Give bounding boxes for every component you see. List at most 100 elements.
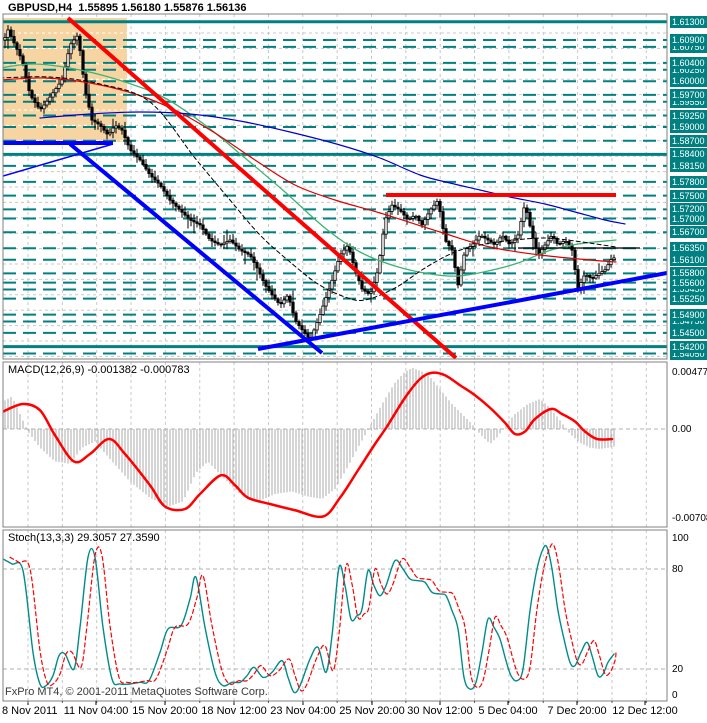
- candle: [48, 96, 52, 102]
- price-level-label: 1.59250: [670, 109, 707, 122]
- stoch-axis-label: 20: [672, 664, 684, 675]
- candle: [159, 182, 163, 188]
- candle: [318, 314, 322, 323]
- time-axis-label: 15 Nov 20:00: [132, 705, 198, 717]
- main-price-pane[interactable]: [0, 14, 667, 359]
- candle: [45, 100, 49, 106]
- downtrend-blue[interactable]: [68, 142, 324, 355]
- candle: [447, 241, 451, 247]
- candle: [210, 238, 214, 242]
- candle: [186, 214, 190, 219]
- minor-blue[interactable]: [3, 143, 114, 177]
- candle: [387, 211, 391, 219]
- candle: [375, 272, 379, 283]
- candle: [225, 241, 229, 244]
- candle: [27, 77, 31, 91]
- price-level-label: 1.54900: [670, 308, 707, 321]
- candle: [123, 129, 127, 138]
- candle: [195, 221, 199, 224]
- candle: [315, 322, 319, 331]
- candle: [144, 164, 148, 170]
- candle: [138, 156, 142, 161]
- candle: [594, 275, 598, 279]
- candle: [39, 106, 43, 110]
- price-level-label: 1.60000: [670, 75, 707, 88]
- chart-title: GBPUSD,H4 1.55895 1.56180 1.55876 1.5613…: [8, 2, 247, 14]
- candle: [477, 235, 481, 241]
- candle: [240, 248, 244, 252]
- time-axis-label: 11 Nov 04:00: [63, 705, 129, 717]
- candle: [288, 295, 292, 303]
- price-level-label: 1.60900: [670, 34, 707, 46]
- candle: [33, 97, 37, 103]
- candle: [342, 249, 346, 255]
- candle: [30, 90, 34, 99]
- candle: [462, 254, 466, 271]
- candle: [411, 215, 415, 219]
- candle: [588, 274, 592, 278]
- candle: [204, 229, 208, 235]
- candle: [531, 225, 535, 239]
- stoch-axis-label: 80: [672, 564, 684, 575]
- candle: [396, 206, 400, 210]
- candle: [537, 248, 541, 255]
- price-level-label: 1.55800: [670, 267, 707, 280]
- candle: [300, 325, 304, 331]
- candle: [552, 236, 556, 239]
- candle: [96, 121, 100, 125]
- candle: [585, 274, 589, 277]
- candle: [465, 248, 469, 256]
- candle: [450, 245, 454, 251]
- candle: [459, 269, 463, 286]
- candle: [351, 251, 355, 264]
- candle: [378, 255, 382, 274]
- uptrend-blue[interactable]: [257, 271, 667, 351]
- candle: [117, 125, 121, 129]
- price-level-label: 1.61300: [670, 15, 707, 28]
- candle: [267, 285, 271, 292]
- candle: [207, 233, 211, 239]
- price-level-label: 1.58700: [670, 134, 707, 147]
- candle: [573, 249, 577, 270]
- macd-axis-label: -0.00708: [672, 513, 707, 524]
- candle: [21, 55, 25, 65]
- candle: [105, 129, 109, 135]
- candle: [453, 249, 457, 268]
- candle: [78, 35, 82, 52]
- price-level-label: 1.58400: [670, 148, 707, 161]
- candle: [108, 131, 112, 135]
- stoch-indicator-pane[interactable]: [3, 530, 667, 701]
- candle: [582, 275, 586, 283]
- macd-indicator-pane[interactable]: [3, 362, 667, 527]
- candle: [36, 102, 40, 108]
- candle: [258, 267, 262, 275]
- candle: [69, 43, 73, 55]
- candle: [561, 241, 565, 245]
- candle: [504, 235, 508, 241]
- candle: [327, 288, 331, 298]
- candle: [369, 291, 373, 294]
- candle: [297, 321, 301, 327]
- candle: [510, 242, 514, 245]
- candle: [135, 153, 139, 158]
- candle: [270, 290, 274, 296]
- candle: [498, 237, 502, 243]
- candle: [429, 208, 433, 215]
- candle: [177, 205, 181, 210]
- candle: [168, 195, 172, 201]
- price-level-label: 1.54200: [670, 340, 707, 353]
- candle: [171, 199, 175, 204]
- candle: [597, 272, 601, 276]
- price-level-label: 1.57500: [670, 189, 707, 202]
- candle: [183, 211, 187, 216]
- candle: [75, 35, 79, 41]
- time-axis-label: 30 Nov 12:00: [407, 705, 473, 717]
- candle: [6, 29, 10, 38]
- candle: [24, 64, 28, 78]
- candle: [330, 279, 334, 290]
- candle: [54, 88, 58, 94]
- downtrend-red[interactable]: [66, 16, 458, 359]
- candle: [180, 208, 184, 213]
